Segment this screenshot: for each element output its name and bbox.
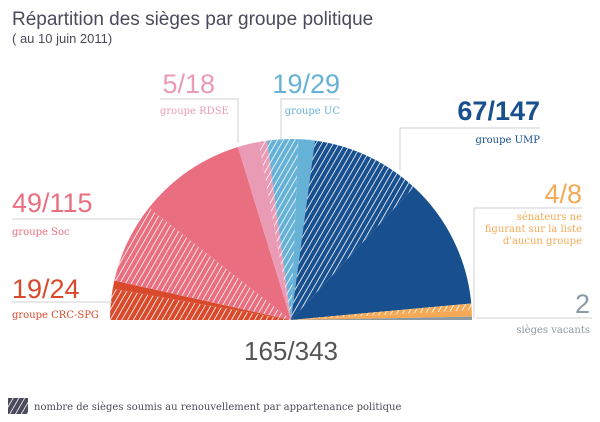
label-uc-value: 19/29 — [272, 69, 340, 99]
label-ump-value: 67/147 — [457, 96, 540, 126]
wedge-crc-hatch — [110, 288, 291, 320]
semicircle — [110, 139, 472, 320]
label-crc-name: groupe CRC-SPG — [12, 310, 99, 321]
label-rdse-value: 5/18 — [162, 69, 215, 99]
legend: nombre de sièges soumis au renouvellemen… — [8, 398, 401, 414]
label-ump-name: groupe UMP — [475, 135, 540, 146]
label-crc-value: 19/24 — [12, 274, 80, 304]
leader-rdse — [160, 98, 239, 143]
total-label: 165/343 — [244, 336, 338, 366]
wedge-uc-hatch — [267, 139, 299, 320]
wedge-vac-other — [291, 316, 472, 320]
label-ni-name-3: d'aucun groupe — [503, 236, 582, 247]
label-uc-name: groupe UC — [285, 106, 341, 117]
wedge-soc-hatch — [114, 207, 291, 320]
wedge-uc-other — [291, 139, 315, 320]
chart-subtitle: ( au 10 juin 2011) — [12, 31, 112, 46]
wedge-rdse-hatch — [258, 140, 291, 320]
wedge-ump-other — [291, 187, 472, 320]
wedge-crc-other — [112, 280, 291, 320]
chart-title: Répartition des sièges par groupe politi… — [12, 9, 373, 30]
wedge-ni-hatch — [291, 303, 472, 320]
legend-text: nombre de sièges soumis au renouvellemen… — [34, 402, 401, 413]
label-soc-name: groupe Soc — [12, 227, 70, 238]
wedge-ni-other — [291, 310, 472, 320]
wedge-ump-hatch — [291, 140, 414, 320]
wedge-soc-other — [148, 146, 291, 320]
label-ni-value: 4/8 — [544, 179, 582, 209]
legend-swatch-hatch — [8, 398, 28, 414]
label-vac-value: 2 — [575, 289, 590, 319]
leader-uc — [280, 98, 340, 140]
label-vac-name: sièges vacants — [516, 325, 590, 336]
leader-ni — [473, 207, 582, 318]
leader-ump — [399, 127, 540, 170]
label-ni-name-2: figurant sur la liste — [485, 224, 582, 235]
label-rdse-name: groupe RDSE — [160, 106, 229, 117]
wedge-rdse-other — [237, 141, 291, 320]
label-ni-name-1: sénateurs ne — [517, 212, 582, 223]
label-soc-value: 49/115 — [12, 188, 93, 218]
